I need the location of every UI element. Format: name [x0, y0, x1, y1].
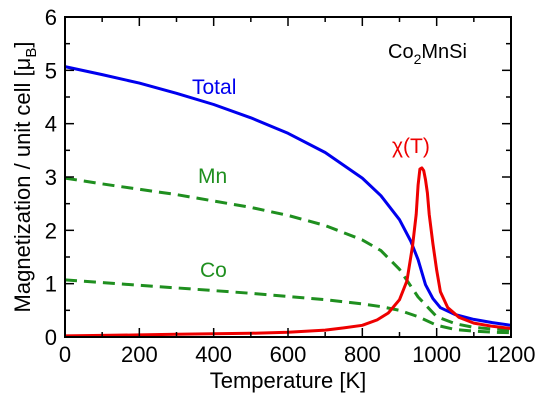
- labels-layer: Total Mn Co χ(T): [192, 76, 430, 282]
- x-tick-label: 1200: [487, 342, 536, 367]
- y-tick-label: 2: [45, 218, 57, 243]
- series-layer: [64, 65, 512, 338]
- y-axis-title-main: Magnetization / unit cell [μ: [10, 58, 35, 313]
- series-label-total: Total: [192, 76, 236, 99]
- x-tick-label: 0: [59, 342, 71, 367]
- series-label-co: Co: [200, 259, 227, 282]
- series-line-total: [64, 65, 512, 327]
- y-tick-label: 0: [45, 325, 57, 350]
- plot-frame: [64, 16, 512, 338]
- compound-rest: MnSi: [421, 41, 467, 63]
- y-tick-label: 4: [45, 112, 57, 137]
- y-tick-label: 6: [45, 5, 57, 30]
- series-line-co: [64, 278, 512, 335]
- y-tick-label: 5: [45, 58, 57, 83]
- series-label-chi: χ(T): [392, 135, 430, 158]
- x-tick-label: 200: [121, 342, 158, 367]
- y-axis-title-close: ]: [10, 42, 35, 48]
- series-label-mn: Mn: [198, 165, 227, 188]
- compound-sub: 2: [414, 51, 422, 67]
- compound-main: Co: [388, 41, 414, 63]
- x-tick-label: 400: [195, 342, 232, 367]
- x-tick-label: 600: [270, 342, 307, 367]
- y-axis-title: Magnetization / unit cell [μB]: [10, 42, 40, 313]
- y-axis-title-sub: B: [23, 48, 40, 58]
- series-line-mn: [64, 176, 512, 332]
- y-tick-label: 1: [45, 272, 57, 297]
- x-axis-title: Temperature [K]: [210, 368, 367, 393]
- ticks-layer: 0 200 400 600 800 1000 1200 0 1 2 3 4 5 6: [45, 5, 536, 367]
- y-tick-label: 3: [45, 165, 57, 190]
- compound-label: Co2MnSi: [388, 41, 467, 67]
- x-tick-label: 1000: [412, 342, 461, 367]
- x-tick-label: 800: [344, 342, 381, 367]
